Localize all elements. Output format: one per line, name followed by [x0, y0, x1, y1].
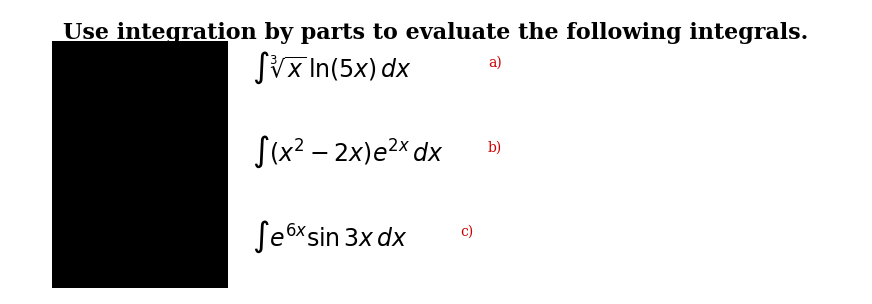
Bar — [52, 40, 228, 288]
Text: a): a) — [488, 56, 501, 70]
Text: b): b) — [488, 140, 502, 154]
Text: $\int e^{6x} \sin 3x\, dx$: $\int e^{6x} \sin 3x\, dx$ — [252, 218, 408, 254]
Text: Use integration by parts to evaluate the following integrals.: Use integration by parts to evaluate the… — [64, 22, 808, 44]
Text: $\int \sqrt[3]{x}\,\ln(5x)\, dx$: $\int \sqrt[3]{x}\,\ln(5x)\, dx$ — [252, 50, 412, 86]
Text: $\int (x^2 - 2x)e^{2x}\, dx$: $\int (x^2 - 2x)e^{2x}\, dx$ — [252, 134, 444, 170]
Text: c): c) — [460, 225, 473, 239]
